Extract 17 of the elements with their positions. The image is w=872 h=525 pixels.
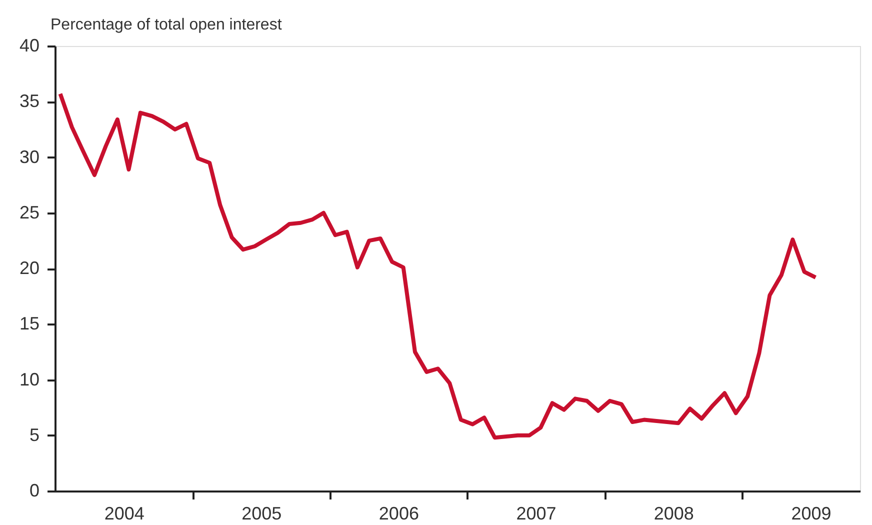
x-tick-label: 2005 — [242, 504, 282, 524]
y-tick-label: 30 — [19, 146, 40, 167]
x-tick-label: 2008 — [654, 504, 694, 524]
y-tick-label: 40 — [19, 36, 40, 56]
y-tick-label: 35 — [19, 91, 40, 112]
y-tick-label: 10 — [19, 369, 40, 390]
x-tick-label: 2007 — [516, 504, 556, 524]
line-series — [58, 92, 818, 440]
y-tick-label: 15 — [19, 314, 40, 334]
y-tick-label: 25 — [19, 202, 40, 222]
y-axis-title: Percentage of total open interest — [50, 16, 282, 34]
y-tick-label: 20 — [19, 258, 40, 278]
y-tick-label: 0 — [29, 480, 40, 500]
x-tick-label: 2006 — [378, 504, 419, 524]
x-tick-label: 2009 — [791, 504, 832, 524]
x-tick-label: 2004 — [104, 504, 144, 524]
y-tick-label: 5 — [29, 424, 40, 445]
